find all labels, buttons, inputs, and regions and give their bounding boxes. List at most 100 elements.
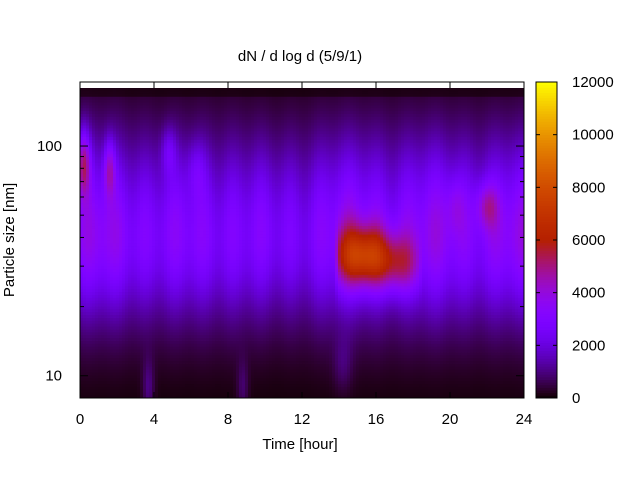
- heatmap-cell: [128, 99, 132, 103]
- heatmap-cell: [152, 288, 156, 293]
- heatmap-cell: [212, 352, 216, 356]
- heatmap-cell: [95, 162, 99, 166]
- heatmap-cell: [179, 308, 183, 313]
- heatmap-cell: [128, 104, 132, 109]
- heatmap-cell: [179, 119, 183, 123]
- heatmap-cell: [113, 308, 117, 313]
- heatmap-cell: [167, 237, 171, 241]
- heatmap-cell: [173, 179, 177, 183]
- heatmap-cell: [173, 96, 177, 100]
- heatmap-cell: [101, 297, 105, 301]
- heatmap-cell: [197, 102, 201, 106]
- heatmap-cell: [101, 205, 105, 209]
- heatmap-cell: [152, 93, 156, 97]
- heatmap-cell: [122, 119, 126, 123]
- heatmap-cell: [188, 320, 192, 324]
- heatmap-cell: [146, 354, 150, 359]
- heatmap-cell: [143, 337, 147, 341]
- heatmap-cell: [215, 363, 219, 367]
- heatmap-cell: [203, 349, 207, 353]
- heatmap-cell: [95, 334, 99, 339]
- heatmap-cell: [155, 234, 159, 238]
- heatmap-cell: [107, 96, 111, 100]
- heatmap-cell: [128, 125, 132, 129]
- heatmap-cell: [188, 116, 192, 120]
- heatmap-cell: [155, 257, 159, 261]
- heatmap-cell: [146, 90, 150, 94]
- heatmap-cell: [203, 234, 207, 238]
- heatmap-cell: [149, 228, 153, 232]
- heatmap-cell: [173, 191, 177, 195]
- heatmap-cell: [113, 337, 117, 341]
- heatmap-cell: [116, 274, 120, 278]
- heatmap-cell: [113, 277, 117, 281]
- heatmap-cell: [188, 245, 192, 250]
- heatmap-cell: [191, 125, 195, 129]
- heatmap-cell: [200, 191, 204, 195]
- heatmap-cell: [83, 153, 87, 158]
- heatmap-cell: [215, 360, 219, 364]
- heatmap-cell: [188, 142, 192, 146]
- heatmap-cell: [125, 271, 129, 275]
- heatmap-cell: [185, 102, 189, 106]
- heatmap-cell: [137, 300, 141, 304]
- heatmap-cell: [170, 288, 174, 293]
- heatmap-cell: [119, 96, 123, 100]
- heatmap-cell: [167, 271, 171, 275]
- heatmap-cell: [197, 133, 201, 137]
- heatmap-cell: [170, 87, 174, 92]
- heatmap-cell: [197, 395, 201, 399]
- heatmap-cell: [161, 219, 165, 224]
- heatmap-cell: [191, 300, 195, 304]
- heatmap-cell: [122, 130, 126, 135]
- heatmap-cell: [113, 346, 117, 350]
- heatmap-cell: [107, 182, 111, 186]
- heatmap-cell: [122, 182, 126, 186]
- heatmap-cell: [137, 386, 141, 390]
- heatmap-cell: [128, 234, 132, 238]
- heatmap-cell: [107, 191, 111, 195]
- heatmap-cell: [119, 320, 123, 324]
- heatmap-cell: [164, 139, 168, 143]
- heatmap-cell: [89, 148, 93, 152]
- heatmap-cell: [170, 168, 174, 172]
- heatmap-cell: [104, 349, 108, 353]
- heatmap-cell: [152, 90, 156, 94]
- heatmap-cell: [146, 242, 150, 247]
- heatmap-cell: [161, 139, 165, 143]
- heatmap-cell: [164, 191, 168, 195]
- heatmap-cell: [83, 242, 87, 247]
- heatmap-cell: [185, 380, 189, 385]
- heatmap-cell: [209, 297, 213, 301]
- heatmap-cell: [80, 291, 84, 295]
- heatmap-cell: [92, 102, 96, 106]
- heatmap-cell: [95, 211, 99, 215]
- heatmap-cell: [209, 191, 213, 195]
- heatmap-cell: [158, 237, 162, 241]
- heatmap-cell: [95, 392, 99, 396]
- heatmap-cell: [137, 372, 141, 376]
- heatmap-cell: [188, 254, 192, 258]
- heatmap-cell: [185, 188, 189, 192]
- heatmap-cell: [122, 245, 126, 250]
- heatmap-cell: [212, 326, 216, 330]
- heatmap-cell: [182, 257, 186, 261]
- heatmap-cell: [149, 242, 153, 247]
- heatmap-cell: [101, 369, 105, 373]
- heatmap-cell: [125, 395, 129, 399]
- heatmap-cell: [101, 202, 105, 206]
- heatmap-cell: [140, 179, 144, 183]
- heatmap-cell: [110, 306, 114, 310]
- heatmap-cell: [92, 165, 96, 169]
- heatmap-cell: [146, 343, 150, 347]
- heatmap-cell: [125, 113, 129, 117]
- heatmap-cell: [203, 372, 207, 376]
- heatmap-cell: [83, 228, 87, 232]
- heatmap-cell: [110, 179, 114, 183]
- heatmap-cell: [194, 260, 198, 264]
- heatmap-cell: [110, 372, 114, 376]
- heatmap-cell: [176, 271, 180, 275]
- heatmap-cell: [104, 90, 108, 94]
- heatmap-cell: [122, 392, 126, 396]
- heatmap-cell: [137, 162, 141, 166]
